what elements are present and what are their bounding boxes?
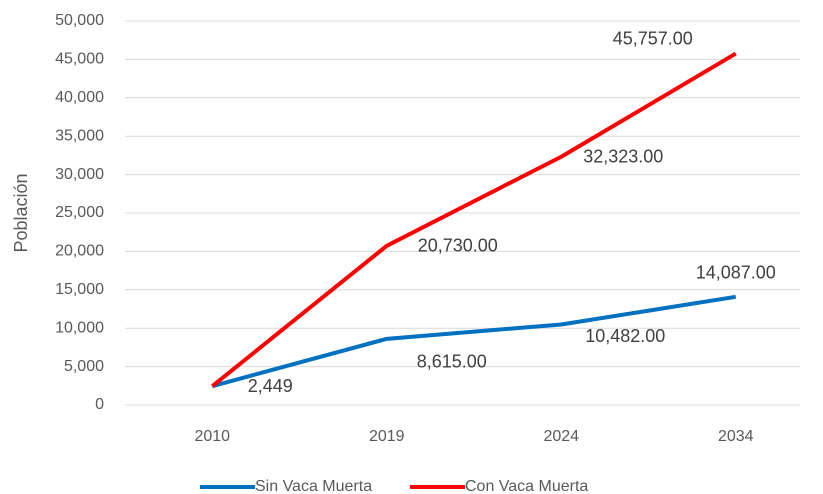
line [211, 294, 737, 389]
y-tick-label: 20,000 [55, 243, 104, 260]
y-tick-label: 35,000 [55, 127, 104, 144]
data-label: 10,482.00 [585, 326, 665, 346]
x-tick-label: 2019 [369, 428, 405, 445]
data-label: 2,449 [248, 376, 293, 396]
data-label: 8,615.00 [417, 352, 487, 372]
y-tick-label: 50,000 [55, 12, 104, 29]
y-axis-title: Población [11, 173, 31, 252]
data-label: 45,757.00 [613, 28, 693, 48]
x-tick-label: 2010 [194, 428, 230, 445]
line [210, 51, 737, 388]
x-tick-label: 2034 [718, 428, 754, 445]
y-tick-label: 15,000 [55, 281, 104, 298]
data-label: 32,323.00 [583, 147, 663, 167]
data-label: 14,087.00 [696, 263, 776, 283]
y-tick-label: 10,000 [55, 319, 104, 336]
y-tick-label: 30,000 [55, 166, 104, 183]
y-tick-label: 0 [95, 396, 104, 413]
y-tick-label: 45,000 [55, 51, 104, 68]
y-tick-label: 25,000 [55, 204, 104, 221]
data-label: 20,730.00 [418, 236, 498, 256]
x-tick-label: 2024 [543, 428, 579, 445]
legend-label: Sin Vaca Muerta [255, 478, 372, 494]
y-tick-label: 40,000 [55, 89, 104, 106]
legend-label: Con Vaca Muerta [465, 478, 588, 494]
y-tick-label: 5,000 [64, 358, 104, 375]
